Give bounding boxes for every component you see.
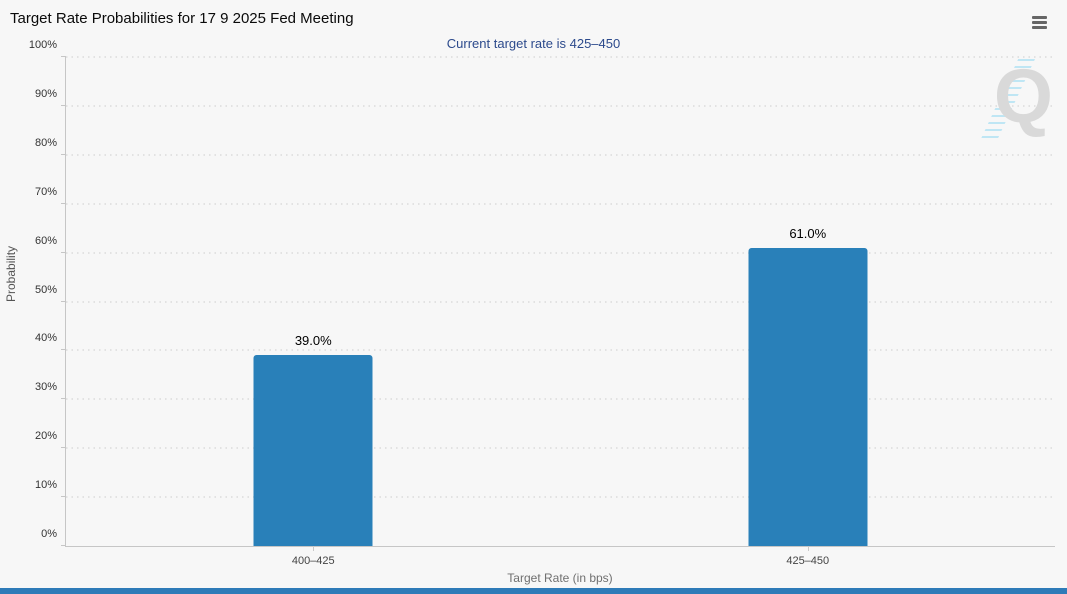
y-tick-label: 80%: [34, 136, 57, 149]
gridline: [66, 154, 1055, 156]
y-tick-mark: [61, 447, 66, 449]
y-tick-mark: [61, 56, 66, 57]
category-slot: 39.0% 400–425: [66, 57, 561, 567]
probability-bar-425–450[interactable]: [748, 247, 868, 546]
y-tick-mark: [61, 496, 66, 498]
footer-accent-bar: [0, 588, 1067, 594]
gridline: [66, 105, 1055, 107]
bar-value-label: 61.0%: [789, 225, 827, 241]
y-tick-mark: [61, 104, 66, 106]
x-tick-mark: [313, 546, 315, 551]
gridline: [66, 56, 1055, 58]
gridline: [66, 496, 1055, 498]
gridline: [66, 301, 1055, 302]
plot-area: 0% 10% 20% 30% 40% 50% 60% 70% 80% 90% 100% 39.0% 40…: [29, 39, 1056, 567]
y-tick-label: 90%: [34, 87, 57, 100]
y-tick-label: 30%: [34, 381, 57, 394]
probability-bar-400–425[interactable]: [253, 355, 373, 546]
y-tick-mark: [61, 398, 66, 400]
chart-subtitle: Current target rate is 425–450: [446, 36, 621, 51]
y-tick-mark: [61, 251, 66, 253]
hamburger-icon: [1031, 15, 1047, 19]
x-tick-label: 425–450: [786, 555, 830, 567]
y-tick-mark: [61, 202, 66, 204]
y-tick-mark: [61, 349, 66, 351]
y-tick-label: 50%: [34, 283, 57, 296]
gridline: [66, 349, 1055, 351]
y-tick-label: 60%: [34, 234, 57, 247]
y-tick-label: 20%: [34, 430, 57, 443]
y-tick-label: 0%: [41, 528, 57, 540]
x-axis-title: Target Rate (in bps): [507, 571, 613, 585]
gridline: [66, 447, 1055, 449]
gridline: [66, 252, 1055, 254]
hamburger-icon: [1031, 20, 1047, 24]
y-tick-label: 70%: [34, 185, 57, 198]
category-slot: 61.0% 425–450: [561, 57, 1056, 567]
y-tick-mark: [61, 153, 66, 155]
hamburger-menu-button[interactable]: [1027, 12, 1051, 32]
y-tick-label: 10%: [34, 479, 57, 492]
y-tick-mark: [61, 545, 66, 546]
x-tick-mark: [807, 546, 809, 551]
bar-value-label: 39.0%: [294, 333, 332, 349]
chart-title: Target Rate Probabilities for 17 9 2025 …: [10, 10, 354, 27]
x-tick-label: 400–425: [291, 555, 335, 567]
y-tick-label: 40%: [34, 332, 57, 345]
y-tick-mark: [61, 300, 66, 302]
y-tick-label: 100%: [28, 39, 57, 51]
gridline: [66, 398, 1055, 400]
hamburger-icon: [1031, 25, 1047, 29]
gridline: [66, 203, 1055, 205]
